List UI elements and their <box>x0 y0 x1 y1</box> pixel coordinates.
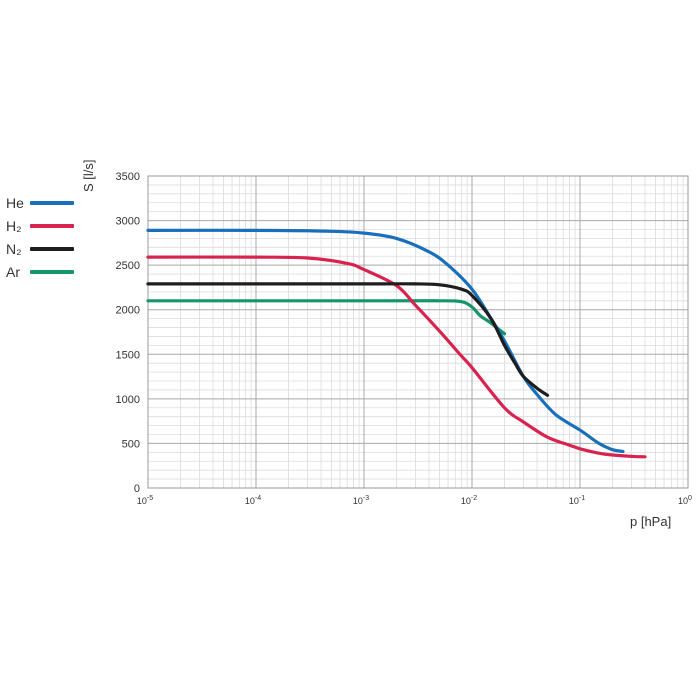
x-axis-label: p [hPa] <box>630 514 672 529</box>
series-line-1 <box>146 255 647 459</box>
x-axis-ticks: 10-5 10-4 10-3 10-2 10-1 100 <box>137 495 692 506</box>
x-tick-label: 10-4 <box>245 495 261 506</box>
y-tick-label: 500 <box>122 438 140 450</box>
legend-item: Ar <box>6 260 74 283</box>
x-tick-label: 10-2 <box>461 495 477 506</box>
series-line-2 <box>146 282 550 397</box>
legend-label: H₂ <box>6 217 22 234</box>
y-tick-label: 3500 <box>116 171 140 183</box>
legend-label: Ar <box>6 263 20 280</box>
y-tick-label: 1000 <box>116 394 140 406</box>
plot-frame <box>147 175 689 489</box>
series-line-0 <box>146 228 625 454</box>
x-tick-label: 10-3 <box>353 495 369 506</box>
legend-label: He <box>6 194 24 211</box>
y-tick-label: 0 <box>134 483 140 495</box>
legend-item: He <box>6 191 74 214</box>
major-grid <box>147 175 689 489</box>
series-lines <box>146 228 647 459</box>
legend-swatch <box>30 269 74 274</box>
y-tick-label: 2000 <box>116 305 140 317</box>
minor-grid <box>148 176 688 488</box>
x-tick-label: 10-1 <box>569 495 585 506</box>
y-tick-label: 1500 <box>116 349 140 361</box>
legend-item: N₂ <box>6 237 74 260</box>
x-tick-label: 10-5 <box>137 495 153 506</box>
y-tick-label: 3000 <box>116 216 140 228</box>
x-tick-label: 100 <box>678 495 692 506</box>
legend-swatch <box>30 200 74 205</box>
y-axis-label: S [l/s] <box>81 159 96 192</box>
legend-swatch <box>30 223 74 228</box>
legend-item: H₂ <box>6 214 74 237</box>
series-line-3 <box>146 299 507 336</box>
legend-label: N₂ <box>6 240 22 257</box>
legend: He H₂ N₂ Ar <box>6 191 74 283</box>
legend-swatch <box>30 246 74 251</box>
y-axis-ticks: 0 500 1000 1500 2000 2500 3000 3500 <box>116 171 140 495</box>
y-tick-label: 2500 <box>116 260 140 272</box>
